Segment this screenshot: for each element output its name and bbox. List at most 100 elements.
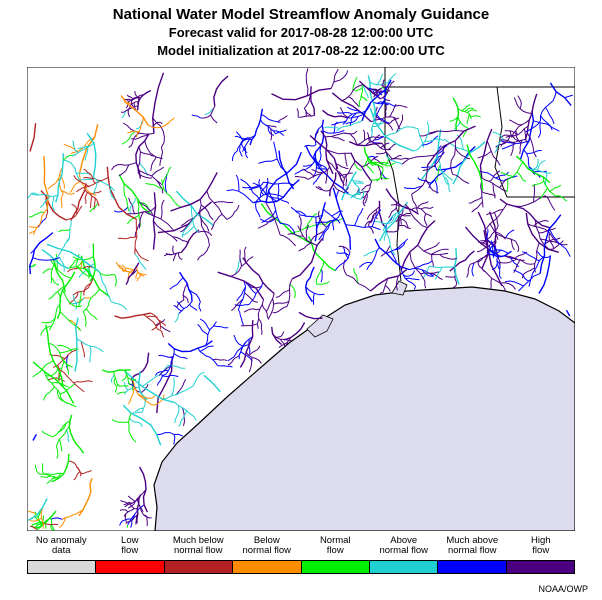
river-segment xyxy=(178,301,193,314)
title-block: National Water Model Streamflow Anomaly … xyxy=(0,6,602,60)
river-segment xyxy=(210,114,218,124)
river-segment xyxy=(51,473,61,479)
river-segment xyxy=(302,168,315,177)
river-segment xyxy=(504,130,519,136)
river-segment xyxy=(294,175,309,180)
river-segment xyxy=(519,110,535,160)
river-segment xyxy=(119,385,129,387)
river-segment xyxy=(132,378,152,406)
river-segment xyxy=(417,200,429,209)
river-segment xyxy=(422,146,445,172)
river-segment xyxy=(84,189,100,207)
river-segment xyxy=(290,206,301,216)
river-segment xyxy=(314,125,323,145)
river-segment xyxy=(141,395,146,413)
river-segment xyxy=(461,104,471,112)
river-segment xyxy=(370,213,375,224)
river-segment xyxy=(345,224,381,231)
river-segment xyxy=(324,126,340,129)
river-segment xyxy=(372,161,388,167)
river-segment xyxy=(116,391,127,395)
river-segment xyxy=(533,219,549,227)
river-segment xyxy=(346,106,362,114)
river-segment xyxy=(429,273,443,281)
river-segment xyxy=(162,166,172,185)
river-segment xyxy=(443,176,451,193)
river-segment xyxy=(403,185,423,190)
river-segment xyxy=(548,240,564,250)
river-segment xyxy=(395,114,404,133)
river-segment xyxy=(147,122,170,129)
river-segment xyxy=(305,224,309,241)
river-segment xyxy=(545,107,555,125)
river-segment xyxy=(34,464,40,475)
river-segment xyxy=(278,337,291,348)
river-segment xyxy=(143,514,152,519)
river-segment xyxy=(231,298,244,312)
river-segment xyxy=(44,472,64,475)
river-segment xyxy=(373,136,384,139)
river-segment xyxy=(363,158,369,168)
legend-color-bar xyxy=(27,560,575,574)
river-segment xyxy=(48,304,61,331)
river-segment xyxy=(452,97,460,131)
river-segment xyxy=(507,161,524,180)
river-segment xyxy=(325,169,328,184)
legend-label-no-data: No anomaly data xyxy=(35,535,87,556)
river-segment xyxy=(351,193,362,196)
river-segment xyxy=(400,266,416,287)
river-segment xyxy=(470,250,491,265)
river-segment xyxy=(234,304,250,306)
river-segment xyxy=(152,117,165,148)
river-segment xyxy=(424,138,444,142)
river-segment xyxy=(138,170,163,185)
river-segment xyxy=(539,214,562,274)
river-segment xyxy=(421,269,435,277)
river-segment xyxy=(380,142,390,149)
river-segment xyxy=(409,251,426,282)
river-segment xyxy=(531,170,547,173)
river-segment xyxy=(171,377,175,396)
river-segment xyxy=(69,258,78,268)
river-segment xyxy=(349,102,372,119)
river-segment xyxy=(28,226,38,228)
river-segment xyxy=(213,325,229,329)
legend-swatch xyxy=(163,561,233,573)
river-segment xyxy=(123,369,175,404)
river-segment xyxy=(365,164,374,174)
river-segment xyxy=(384,284,391,292)
river-segment xyxy=(564,94,573,99)
river-segment xyxy=(231,150,238,162)
river-segment xyxy=(538,255,552,294)
river-segment xyxy=(386,238,409,254)
river-segment xyxy=(161,179,181,208)
river-segment xyxy=(307,166,331,180)
river-segment xyxy=(289,339,292,342)
river-segment xyxy=(265,151,302,203)
river-segment xyxy=(174,402,197,421)
river-segment xyxy=(80,341,86,358)
river-network xyxy=(27,68,573,531)
river-segment xyxy=(235,131,244,142)
river-segment xyxy=(138,272,147,276)
river-segment xyxy=(542,176,556,197)
river-segment xyxy=(89,202,99,213)
river-segment xyxy=(287,233,304,237)
river-segment xyxy=(213,75,229,107)
river-segment xyxy=(46,476,55,485)
river-segment xyxy=(548,228,571,257)
river-segment xyxy=(322,222,331,241)
river-segment xyxy=(273,300,290,305)
river-segment xyxy=(118,164,130,177)
river-segment xyxy=(531,180,545,187)
river-segment xyxy=(363,250,377,257)
river-segment xyxy=(79,178,95,181)
river-segment xyxy=(366,247,380,271)
river-segment xyxy=(349,112,357,127)
river-segment xyxy=(326,149,351,155)
river-segment xyxy=(533,242,540,273)
river-segment xyxy=(540,91,557,121)
river-segment xyxy=(248,282,264,305)
river-segment xyxy=(280,222,296,234)
river-segment xyxy=(83,288,100,312)
